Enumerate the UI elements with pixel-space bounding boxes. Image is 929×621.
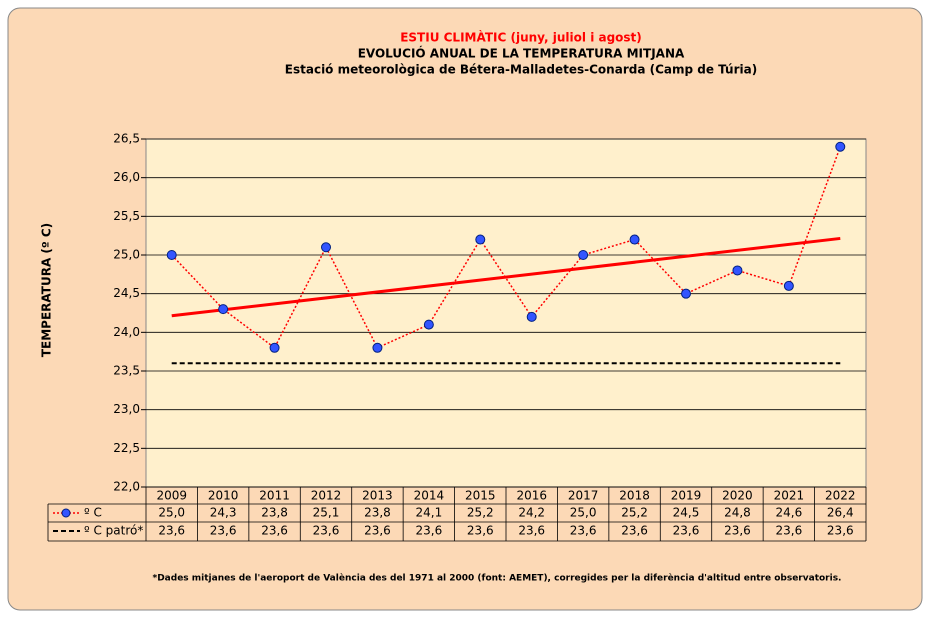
table-value: 24,3 <box>210 506 237 520</box>
table-value: 23,6 <box>313 524 340 538</box>
trend-line <box>171 236 841 318</box>
data-point <box>578 250 589 260</box>
x-tick-label: 2010 <box>208 489 239 503</box>
y-tick-label: 25,0 <box>113 248 140 262</box>
y-tick-label: 26,5 <box>113 132 140 146</box>
table-value: 23,6 <box>261 524 288 538</box>
table-value: 23,6 <box>724 524 751 538</box>
table-value: 23,6 <box>775 524 802 538</box>
y-tick-label: 26,0 <box>113 170 140 184</box>
data-point <box>166 250 177 260</box>
y-tick-label: 23,5 <box>113 364 140 378</box>
data-point <box>372 342 383 353</box>
table-value: 24,1 <box>415 506 442 520</box>
table-value: 23,6 <box>467 524 494 538</box>
y-tick-label: 24,0 <box>113 325 140 339</box>
data-point <box>269 342 280 353</box>
table-value: 25,1 <box>313 506 340 520</box>
data-point <box>681 288 691 299</box>
table-value: 25,0 <box>158 506 185 520</box>
table-value: 26,4 <box>827 506 854 520</box>
x-tick-label: 2020 <box>722 489 753 503</box>
chart-subtitle: EVOLUCIÓ ANUAL DE LA TEMPERATURA MITJANA <box>358 46 685 61</box>
y-tick-label: 22,0 <box>113 480 140 494</box>
table-value: 23,6 <box>518 524 545 538</box>
table-value: 23,6 <box>158 524 185 538</box>
data-point <box>732 265 743 276</box>
table-value: 24,8 <box>724 506 751 520</box>
data-point <box>218 304 229 315</box>
table-value: 24,6 <box>775 506 802 520</box>
series-line <box>171 146 841 349</box>
table-value: 23,8 <box>364 506 391 520</box>
table-value: 23,6 <box>827 524 854 538</box>
legend-label: º C <box>84 506 102 520</box>
y-tick-label: 22,5 <box>113 441 140 455</box>
data-point <box>526 311 537 322</box>
x-tick-label: 2018 <box>619 489 650 503</box>
table-value: 23,6 <box>621 524 648 538</box>
x-tick-label: 2013 <box>362 489 393 503</box>
x-tick-label: 2016 <box>516 489 547 503</box>
data-point <box>423 319 434 330</box>
x-tick-label: 2012 <box>311 489 342 503</box>
data-point <box>321 242 331 253</box>
x-tick-label: 2021 <box>774 489 805 503</box>
table-value: 23,6 <box>210 524 237 538</box>
table-value: 23,8 <box>261 506 288 520</box>
y-tick-label: 24,5 <box>113 286 140 300</box>
chart-title: ESTIU CLIMÀTIC (juny, juliol i agost) <box>400 30 642 45</box>
x-tick-label: 2014 <box>414 489 445 503</box>
legend-label: º C patró* <box>84 524 143 538</box>
y-tick-label: 25,5 <box>113 209 140 223</box>
table-value: 25,2 <box>467 506 494 520</box>
table-value: 24,5 <box>673 506 700 520</box>
y-tick-label: 23,0 <box>113 402 140 416</box>
table-value: 23,6 <box>570 524 597 538</box>
table-value: 25,2 <box>621 506 648 520</box>
chart-station: Estació meteorològica de Bétera-Malladet… <box>285 63 757 77</box>
data-point <box>783 280 794 291</box>
x-tick-label: 2011 <box>259 489 290 503</box>
footnote: *Dades mitjanes de l'aeroport de Valènci… <box>153 573 842 584</box>
x-tick-label: 2022 <box>825 489 856 503</box>
y-axis-label: TEMPERATURA (º C) <box>40 223 54 357</box>
data-point <box>629 234 640 245</box>
x-tick-label: 2009 <box>156 489 187 503</box>
data-point <box>475 234 486 245</box>
table-value: 23,6 <box>673 524 700 538</box>
x-tick-label: 2017 <box>568 489 599 503</box>
table-value: 25,0 <box>570 506 597 520</box>
legend-marker <box>61 508 71 518</box>
table-value: 23,6 <box>415 524 442 538</box>
table-value: 23,6 <box>364 524 391 538</box>
data-point <box>835 141 846 152</box>
x-tick-label: 2019 <box>671 489 702 503</box>
x-tick-label: 2015 <box>465 489 496 503</box>
table-value: 24,2 <box>518 506 545 520</box>
plot-area <box>145 138 867 488</box>
